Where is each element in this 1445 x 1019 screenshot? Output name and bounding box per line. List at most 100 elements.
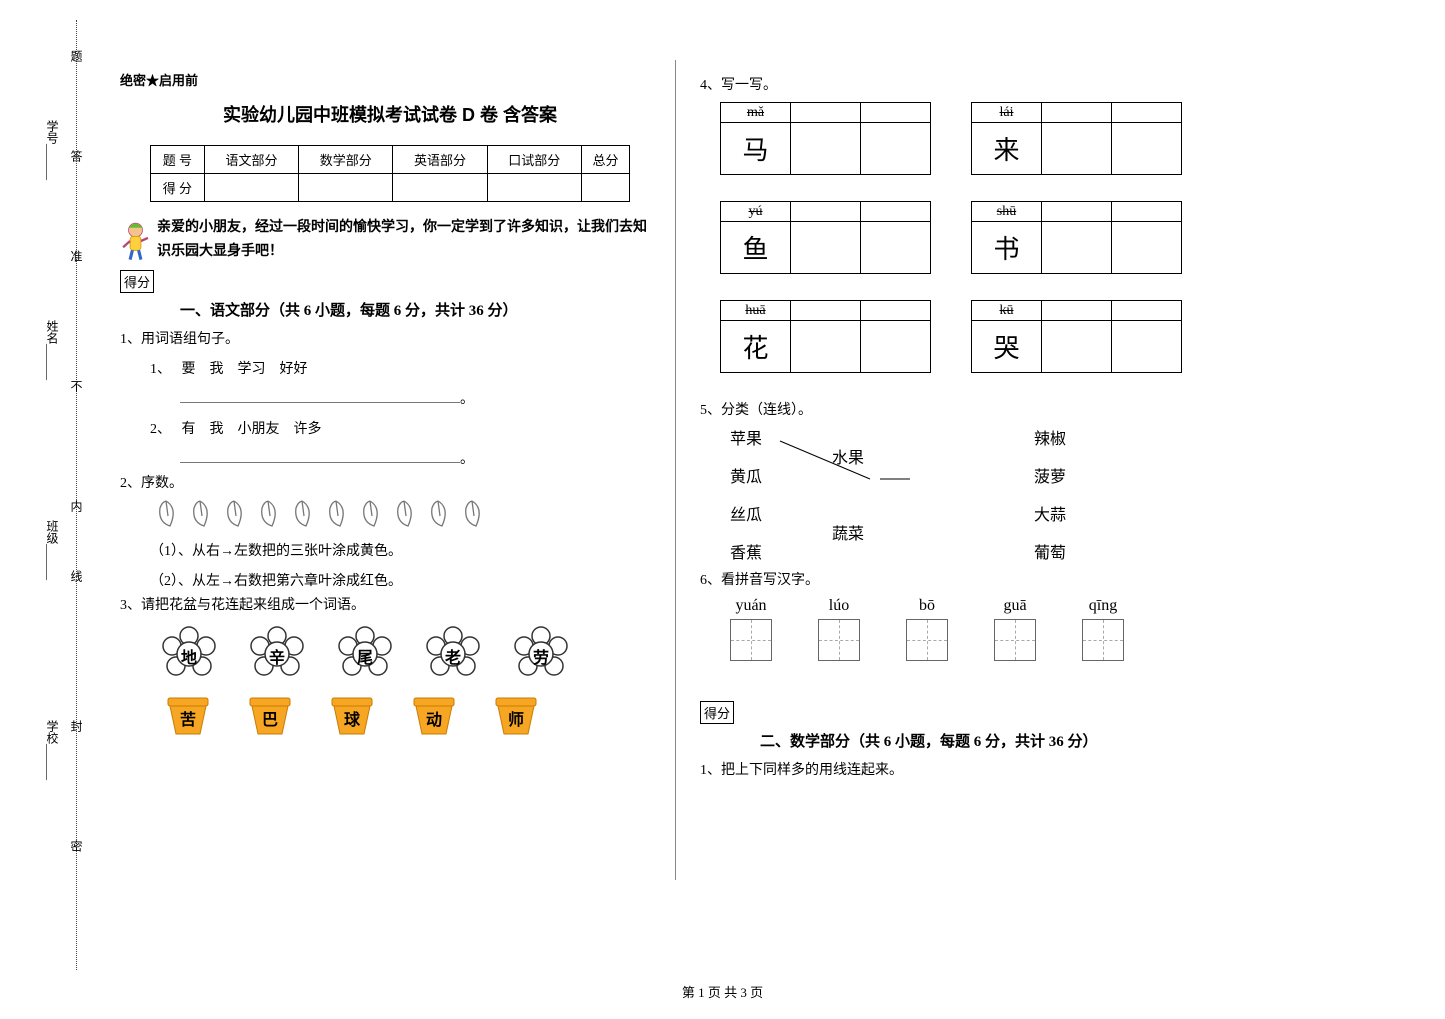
pot-char: 苦 xyxy=(164,706,212,730)
word: 许多 xyxy=(294,422,322,437)
pinyin-item: lúo xyxy=(818,597,860,661)
word: 学习 xyxy=(238,362,266,377)
pinyin-item: bō xyxy=(906,597,948,661)
empty-cell xyxy=(1042,301,1112,321)
write-grid: shū 书 xyxy=(971,201,1182,274)
char-cell: 花 xyxy=(721,321,791,373)
q4-stem: 4、写一写。 xyxy=(700,74,1240,94)
char-cell: 书 xyxy=(972,222,1042,274)
char-cell: 马 xyxy=(721,123,791,175)
classify-category: 水果 xyxy=(832,444,864,468)
field-school: 学校______ xyxy=(44,720,61,780)
classify-item: 大蒜 xyxy=(1034,501,1066,525)
flower-item: 劳 xyxy=(512,626,570,684)
empty-cell xyxy=(1112,202,1182,222)
classify-mid: 水果 蔬菜 xyxy=(832,425,864,563)
pinyin-label: yuán xyxy=(735,597,766,614)
seal-char: 线 xyxy=(68,570,85,582)
seal-char: 密 xyxy=(68,840,85,852)
write-grid: lái 来 xyxy=(971,102,1182,175)
classify-category: 蔬菜 xyxy=(832,520,864,544)
q1a-blank: 。 xyxy=(150,388,660,408)
word: 要 xyxy=(182,362,196,377)
score-box: 得分 xyxy=(120,270,154,293)
pinyin-label: lúo xyxy=(829,597,849,614)
empty-cell xyxy=(861,103,931,123)
seal-char: 封 xyxy=(68,720,85,732)
empty-cell xyxy=(1112,123,1182,175)
pot-char: 巴 xyxy=(246,706,294,730)
score-label: 得 分 xyxy=(151,174,205,202)
q2-sub2: （2）、从左→右数把第六章叶涂成红色。 xyxy=(150,570,660,590)
pot-item: 动 xyxy=(410,696,458,736)
classify-item: 菠萝 xyxy=(1034,463,1066,487)
leaf-icon xyxy=(422,498,454,530)
classify-item: 丝瓜 xyxy=(730,501,762,525)
write-pair: mǎ 马 lái 来 xyxy=(720,102,1240,175)
score-value-row: 得 分 xyxy=(151,174,630,202)
char-cell: 来 xyxy=(972,123,1042,175)
empty-cell xyxy=(1112,301,1182,321)
q1a: 1、 要 我 学习 好好 xyxy=(150,358,660,378)
empty-cell xyxy=(861,321,931,373)
flower-char: 劳 xyxy=(512,644,570,668)
pinyin-cell: kū xyxy=(972,301,1042,321)
word: 小朋友 xyxy=(238,422,280,437)
field-name: 姓名______ xyxy=(44,320,61,380)
leaf-row xyxy=(150,498,660,530)
pinyin-item: qīng xyxy=(1082,597,1124,661)
empty-cell xyxy=(1112,321,1182,373)
char-cell: 哭 xyxy=(972,321,1042,373)
score-col: 口试部分 xyxy=(487,146,581,174)
q2-stem: 2、序数。 xyxy=(120,472,660,492)
field-label: 姓名 xyxy=(45,320,59,344)
classify-block: 苹果 黄瓜 丝瓜 香蕉 水果 蔬菜 辣椒 菠萝 大蒜 葡萄 xyxy=(700,425,1240,563)
score-header-row: 题 号 语文部分 数学部分 英语部分 口试部分 总分 xyxy=(151,146,630,174)
flower-char: 地 xyxy=(160,644,218,668)
pinyin-cell: mǎ xyxy=(721,103,791,123)
flower-char: 辛 xyxy=(248,644,306,668)
classify-item: 辣椒 xyxy=(1034,425,1066,449)
tianzi-box xyxy=(818,619,860,661)
column-divider xyxy=(675,60,676,880)
score-col: 总分 xyxy=(581,146,629,174)
pot-char: 师 xyxy=(492,706,540,730)
write-grid: huā 花 xyxy=(720,300,931,373)
empty-cell xyxy=(1042,202,1112,222)
empty-cell xyxy=(861,301,931,321)
empty-cell xyxy=(1042,103,1112,123)
classify-left: 苹果 黄瓜 丝瓜 香蕉 xyxy=(730,425,762,563)
classify-right: 辣椒 菠萝 大蒜 葡萄 xyxy=(1034,425,1066,563)
pot-item: 巴 xyxy=(246,696,294,736)
q1a-label: 1、 xyxy=(150,362,171,377)
score-cell xyxy=(393,174,487,202)
empty-cell xyxy=(861,222,931,274)
score-cell xyxy=(487,174,581,202)
write-pair: huā 花 kū 哭 xyxy=(720,300,1240,373)
flower-char: 尾 xyxy=(336,644,394,668)
classify-item: 苹果 xyxy=(730,425,762,449)
pot-char: 球 xyxy=(328,706,376,730)
pot-item: 师 xyxy=(492,696,540,736)
pot-row: 苦 巴 球 动 师 xyxy=(160,696,660,736)
empty-cell xyxy=(1042,222,1112,274)
secret-label: 绝密★启用前 xyxy=(120,70,660,89)
pinyin-write-row: yuán lúo bō guā qīng xyxy=(730,597,1240,661)
write-grid: kū 哭 xyxy=(971,300,1182,373)
pinyin-cell: lái xyxy=(972,103,1042,123)
write-pair: yú 鱼 shū 书 xyxy=(720,201,1240,274)
seal-char: 题 xyxy=(68,50,85,62)
seal-char: 不 xyxy=(68,380,85,392)
score-cell xyxy=(299,174,393,202)
section2-heading: 二、数学部分（共 6 小题，每题 6 分，共计 36 分） xyxy=(760,730,1240,751)
field-id: 学号______ xyxy=(44,120,61,180)
tianzi-box xyxy=(730,619,772,661)
flower-item: 辛 xyxy=(248,626,306,684)
pot-item: 苦 xyxy=(164,696,212,736)
score-header: 题 号 xyxy=(151,146,205,174)
char-cell: 鱼 xyxy=(721,222,791,274)
leaf-icon xyxy=(320,498,352,530)
spacer xyxy=(700,661,1240,701)
flower-item: 尾 xyxy=(336,626,394,684)
score-col: 数学部分 xyxy=(299,146,393,174)
